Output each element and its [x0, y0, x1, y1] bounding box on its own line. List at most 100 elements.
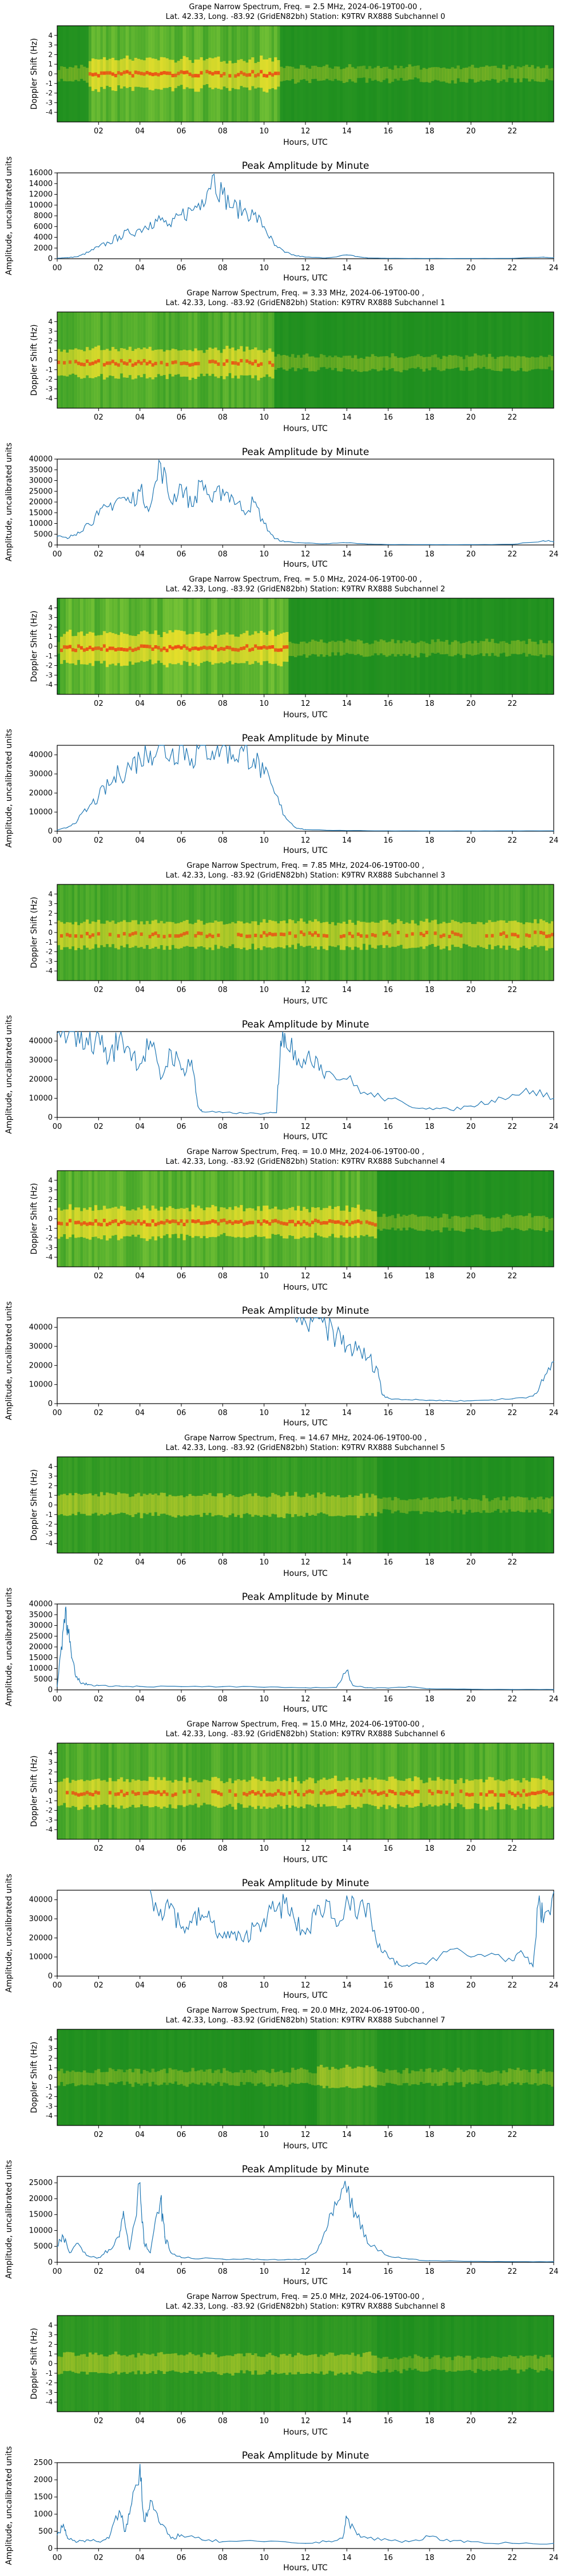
amplitude-point [284, 1903, 285, 1905]
amplitude-xtick-label: 02 [94, 1409, 104, 1417]
spectrum-band [368, 1497, 372, 1516]
spectrum-band [333, 925, 337, 947]
spectrum-column [145, 2316, 149, 2412]
spectrum-column [277, 312, 280, 408]
amplitude-point [129, 2249, 130, 2250]
spectrum-peak [74, 359, 78, 364]
spectrum-column [339, 2316, 343, 2412]
amplitude-point [305, 829, 306, 831]
spectrum-column [228, 2029, 232, 2125]
spectrum-peak [77, 644, 81, 648]
spectrum-column [531, 1457, 534, 1553]
spectrum-peak [214, 1220, 217, 1224]
spectrum-peak [208, 359, 212, 364]
amplitude-point [164, 2236, 165, 2238]
spectrum-ytick-label: 2 [48, 1768, 53, 1776]
spectrum-column [479, 1171, 483, 1267]
amplitude-point [232, 1933, 234, 1935]
spectrum-column [154, 2029, 158, 2125]
amplitude-point [511, 2261, 513, 2262]
spectrum-peak [165, 1792, 169, 1796]
spectrum-column [385, 2316, 389, 2412]
spectrum-band [539, 640, 543, 655]
spectrum-band [479, 66, 483, 81]
spectrum-column [436, 1457, 440, 1553]
spectrum-peak [379, 1791, 383, 1795]
spectrum-peak [122, 932, 126, 936]
amplitude-xtick-label: 04 [135, 1981, 145, 1990]
spectrum-peak [342, 934, 346, 938]
spectrum-column [305, 2316, 309, 2412]
spectrum-peak [434, 931, 438, 935]
spectrum-band [399, 1500, 403, 1513]
spectrum-column [214, 2316, 217, 2412]
spectrum-band [434, 642, 438, 654]
amplitude-ytick-label: 8000 [34, 212, 53, 220]
spectrum-ytick-label: -4 [46, 681, 53, 689]
amplitude-xtick-label: 04 [135, 264, 145, 272]
spectrum-column [399, 2316, 403, 2412]
spectrum-ytick-label: 1 [48, 919, 53, 927]
spectrum-column [245, 2029, 249, 2125]
spectrum-band [379, 2072, 383, 2086]
spectrum-column [537, 26, 540, 122]
spectrum-band [551, 1218, 554, 1231]
spectrum-band [131, 1496, 135, 1518]
spectrum-peak [288, 1220, 292, 1223]
spectrum-column [459, 26, 463, 122]
spectrum-peak [359, 1793, 363, 1797]
spectrum-column [305, 598, 309, 694]
spectrum-column [396, 1171, 400, 1267]
spectrum-peak [145, 1223, 149, 1227]
spectrum-band [214, 2070, 217, 2084]
spectrum-peak [80, 362, 84, 366]
spectrum-band [396, 2072, 400, 2085]
amplitude-point [346, 1895, 348, 1897]
spectrum-band [214, 1496, 217, 1516]
spectrum-column [451, 1457, 455, 1553]
spectrum-column [508, 312, 511, 408]
spectrum-band [411, 643, 415, 658]
spectrum-column [405, 312, 409, 408]
spectrum-column [508, 1171, 511, 1267]
spectrum-band [408, 2356, 412, 2368]
spectrum-band [431, 67, 435, 81]
spectrum-band [353, 641, 357, 655]
spectrum-column [465, 2029, 468, 2125]
spectrum-peak [353, 1220, 357, 1224]
spectrum-column [379, 2029, 383, 2125]
spectrum-band [496, 1779, 500, 1803]
spectrum-band [82, 1494, 86, 1514]
spectrum-peak [140, 644, 144, 648]
spectrum-peak [151, 73, 155, 77]
amplitude-point [325, 2230, 327, 2231]
spectrum-xtick-label: 16 [383, 127, 393, 136]
spectrum-column [382, 1457, 386, 1553]
spectrum-column [514, 1457, 517, 1553]
spectrum-column [545, 312, 549, 408]
spectrum-band [442, 1780, 446, 1804]
spectrum-column [408, 312, 412, 408]
spectrum-xtick-label: 10 [259, 986, 269, 994]
spectrum-band [456, 641, 460, 654]
spectrum-band [545, 65, 549, 79]
spectrum-column [105, 2316, 109, 2412]
spectrum-column [517, 2029, 520, 2125]
spectrum-band [482, 924, 486, 948]
spectrum-band [151, 2353, 155, 2372]
amplitude-xtick-label: 22 [507, 1123, 517, 1131]
spectrum-band [214, 2354, 217, 2372]
spectrum-peak [108, 361, 112, 365]
spectrum-peak [280, 1221, 283, 1225]
spectrum-band [325, 2354, 329, 2374]
spectrum-band [462, 643, 466, 658]
spectrum-column [465, 1457, 468, 1553]
spectrum-band [542, 357, 546, 369]
spectrum-band [396, 640, 400, 654]
spectrum-band [162, 351, 166, 376]
amplitude-point [57, 1033, 58, 1034]
spectrum-band [491, 1217, 494, 1232]
spectrum-peak [171, 646, 175, 650]
spectrum-column [336, 2029, 340, 2125]
spectrum-column [125, 2029, 129, 2125]
